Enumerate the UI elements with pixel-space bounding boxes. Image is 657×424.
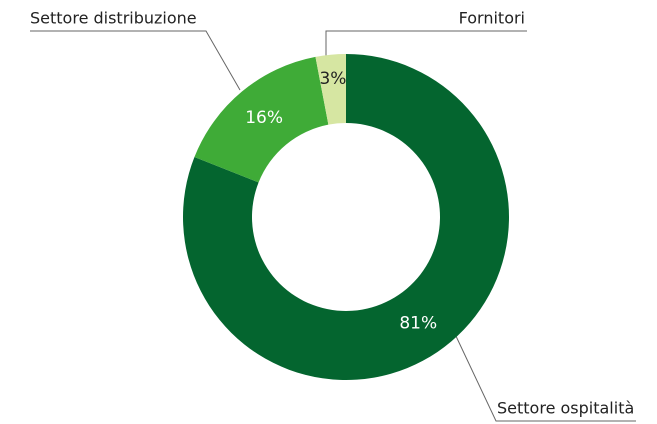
- donut-slice: [182, 54, 510, 380]
- leader-line: [325, 30, 527, 56]
- category-label: Settore ospitalità: [497, 399, 634, 418]
- leader-line: [30, 30, 241, 91]
- value-label: 3%: [319, 69, 346, 89]
- leader-lines: [30, 30, 636, 422]
- value-label: 16%: [245, 108, 283, 128]
- value-label: 81%: [399, 313, 437, 333]
- leader-line: [454, 333, 636, 422]
- donut-slice: [194, 56, 329, 183]
- category-label: Fornitori: [459, 9, 525, 28]
- donut-slice: [315, 54, 346, 125]
- category-label: Settore distribuzione: [30, 9, 197, 28]
